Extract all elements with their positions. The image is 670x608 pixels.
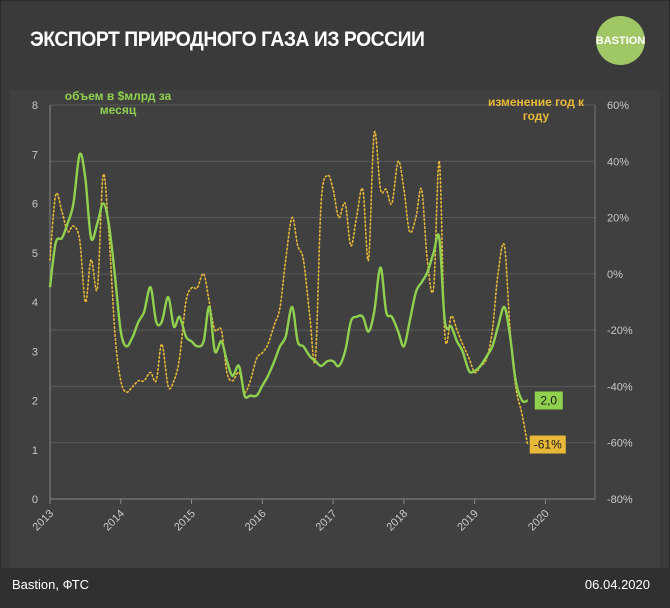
left-tick-label: 5 [32, 248, 38, 260]
x-tick-label: 2020 [526, 508, 552, 534]
axes: -80% -60% -40% -20% 0% 20% 40% 60% 0 1 2 3 4 5 6 7 8 2013… [31, 100, 633, 534]
right-tick-label: 40% [607, 156, 629, 168]
right-axis-title: изменение год к году [488, 95, 585, 123]
series-line-volume [48, 152, 529, 404]
gas-export-chart: -80% -60% -40% -20% 0% 20% 40% 60% 0 1 2 3 4 5 6 7 8 2013… [31, 90, 633, 534]
right-tick-label: -60% [607, 438, 633, 450]
left-tick-label: 2 [32, 396, 38, 408]
plot-area: -80% -60% -40% -20% 0% 20% 40% 60% 0 1 2 3 4 5 6 7 8 2013… [10, 90, 660, 568]
left-tick-label: 0 [32, 494, 38, 506]
right-tick-label: 0% [607, 269, 623, 281]
left-tick-label: 8 [32, 100, 38, 112]
right-tick-label: -40% [607, 381, 633, 393]
x-tick-label: 2016 [243, 508, 269, 534]
left-tick-label: 6 [32, 199, 38, 211]
x-tick-label: 2019 [455, 508, 481, 534]
footer-bar [0, 568, 670, 608]
left-axis-title: объем в $млрд за месяц [65, 90, 172, 117]
date-label: 06.04.2020 [584, 577, 650, 592]
right-tick-label: -80% [607, 494, 633, 506]
right-tick-label: 60% [607, 100, 629, 112]
left-tick-label: 7 [32, 149, 38, 161]
x-tick-label: 2017 [314, 508, 340, 534]
logo-text: BASTION [595, 34, 646, 47]
left-tick-label: 3 [32, 346, 38, 358]
change-end-label: -61% [534, 438, 562, 452]
source-label: Bastion, ФТС [12, 577, 90, 592]
label-group: объем в $млрд за месяц изменение год к году… [65, 90, 585, 454]
left-tick-label: 4 [32, 297, 38, 309]
right-tick-label: -20% [607, 325, 633, 337]
volume-end-label: 2,0 [540, 394, 557, 408]
left-tick-label: 1 [32, 445, 38, 457]
bastion-logo: BASTION [596, 16, 645, 65]
volume-end-label-box [534, 391, 563, 410]
page-title: ЭКСПОРТ ПРИРОДНОГО ГАЗА ИЗ РОССИИ [30, 28, 425, 51]
x-tick-label: 2015 [172, 508, 198, 534]
x-tick-label: 2013 [31, 508, 57, 534]
right-tick-label: 20% [607, 213, 629, 225]
grid-lines [50, 104, 595, 500]
series-line-change [49, 130, 529, 447]
change-end-label-box [529, 435, 566, 454]
x-tick-label: 2014 [101, 508, 127, 534]
series-group [48, 130, 529, 447]
x-tick-label: 2018 [384, 508, 410, 534]
